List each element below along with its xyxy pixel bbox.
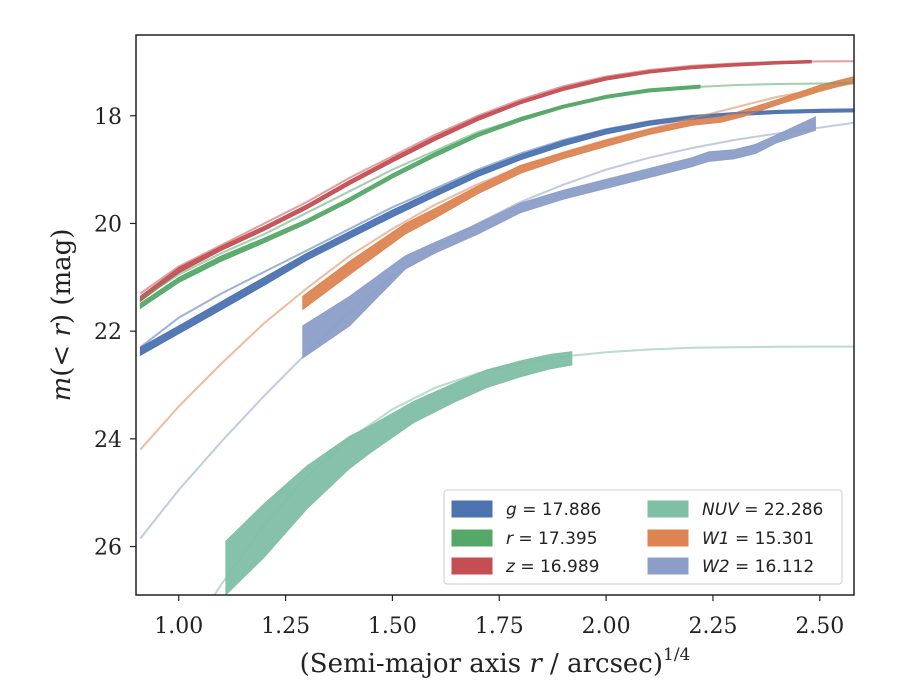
series-band-z: [139, 59, 812, 303]
series-band-w1: [302, 76, 854, 311]
series-band-r: [139, 84, 701, 310]
x-axis-label: (Semi-major axis r / arcsec)1/4: [300, 645, 691, 679]
legend-swatch: [451, 500, 493, 518]
x-tick-label: 1.50: [368, 614, 417, 639]
y-tick-label: 22: [94, 320, 122, 345]
series-model-line-z: [139, 60, 854, 295]
y-tick-label: 24: [94, 428, 122, 453]
y-axis-label-mid: (<: [47, 337, 77, 377]
series-model-line-w1: [139, 82, 854, 451]
legend-box: [443, 489, 843, 585]
legend-label: r = 17.395: [506, 529, 598, 549]
x-axis-label-prefix: (Semi-major axis: [300, 649, 530, 679]
series-model-line-nuv: [213, 345, 854, 595]
legend-label: g = 17.886: [506, 500, 601, 520]
legend-swatch: [647, 529, 689, 547]
y-tick-label: 26: [94, 536, 122, 561]
x-tick-label: 1.00: [154, 614, 203, 639]
y-axis-label-end: ) (mag): [47, 229, 77, 325]
y-axis-label-r: r: [47, 323, 77, 337]
x-tick-label: 1.25: [261, 614, 310, 639]
legend: g = 17.886 r = 17.395 z = 16.989 NUV = 22.2…: [443, 489, 843, 585]
x-axis-label-suffix: / arcsec): [542, 649, 663, 679]
x-tick-label: 2.50: [795, 614, 844, 639]
legend-label: W1 = 15.301: [702, 529, 814, 549]
legend-label: z = 16.989: [505, 557, 599, 577]
x-axis-label-exponent: 1/4: [663, 645, 690, 665]
series-model-line-r: [139, 82, 854, 300]
y-tick-label: 20: [94, 212, 122, 237]
plot-frame: [135, 34, 855, 596]
x-tick-label: 2.25: [688, 614, 737, 639]
legend-swatch: [451, 557, 493, 575]
series-model-line-g: [139, 108, 854, 349]
series-model-line-w2: [139, 121, 854, 540]
y-axis-label: m(< r) (mag): [47, 229, 77, 402]
legend-swatch: [451, 529, 493, 547]
legend-label: W2 = 16.112: [702, 557, 814, 577]
legend-swatch: [647, 557, 689, 575]
legend-swatch: [647, 500, 689, 518]
y-tick-label: 18: [94, 105, 122, 130]
x-tick-label: 1.75: [475, 614, 524, 639]
series-band-g: [139, 108, 854, 357]
legend-label: NUV = 22.286: [702, 500, 823, 520]
x-axis-label-var: r: [529, 649, 543, 679]
y-axis-label-m: m: [47, 377, 77, 402]
x-tick-label: 2.00: [582, 614, 631, 639]
